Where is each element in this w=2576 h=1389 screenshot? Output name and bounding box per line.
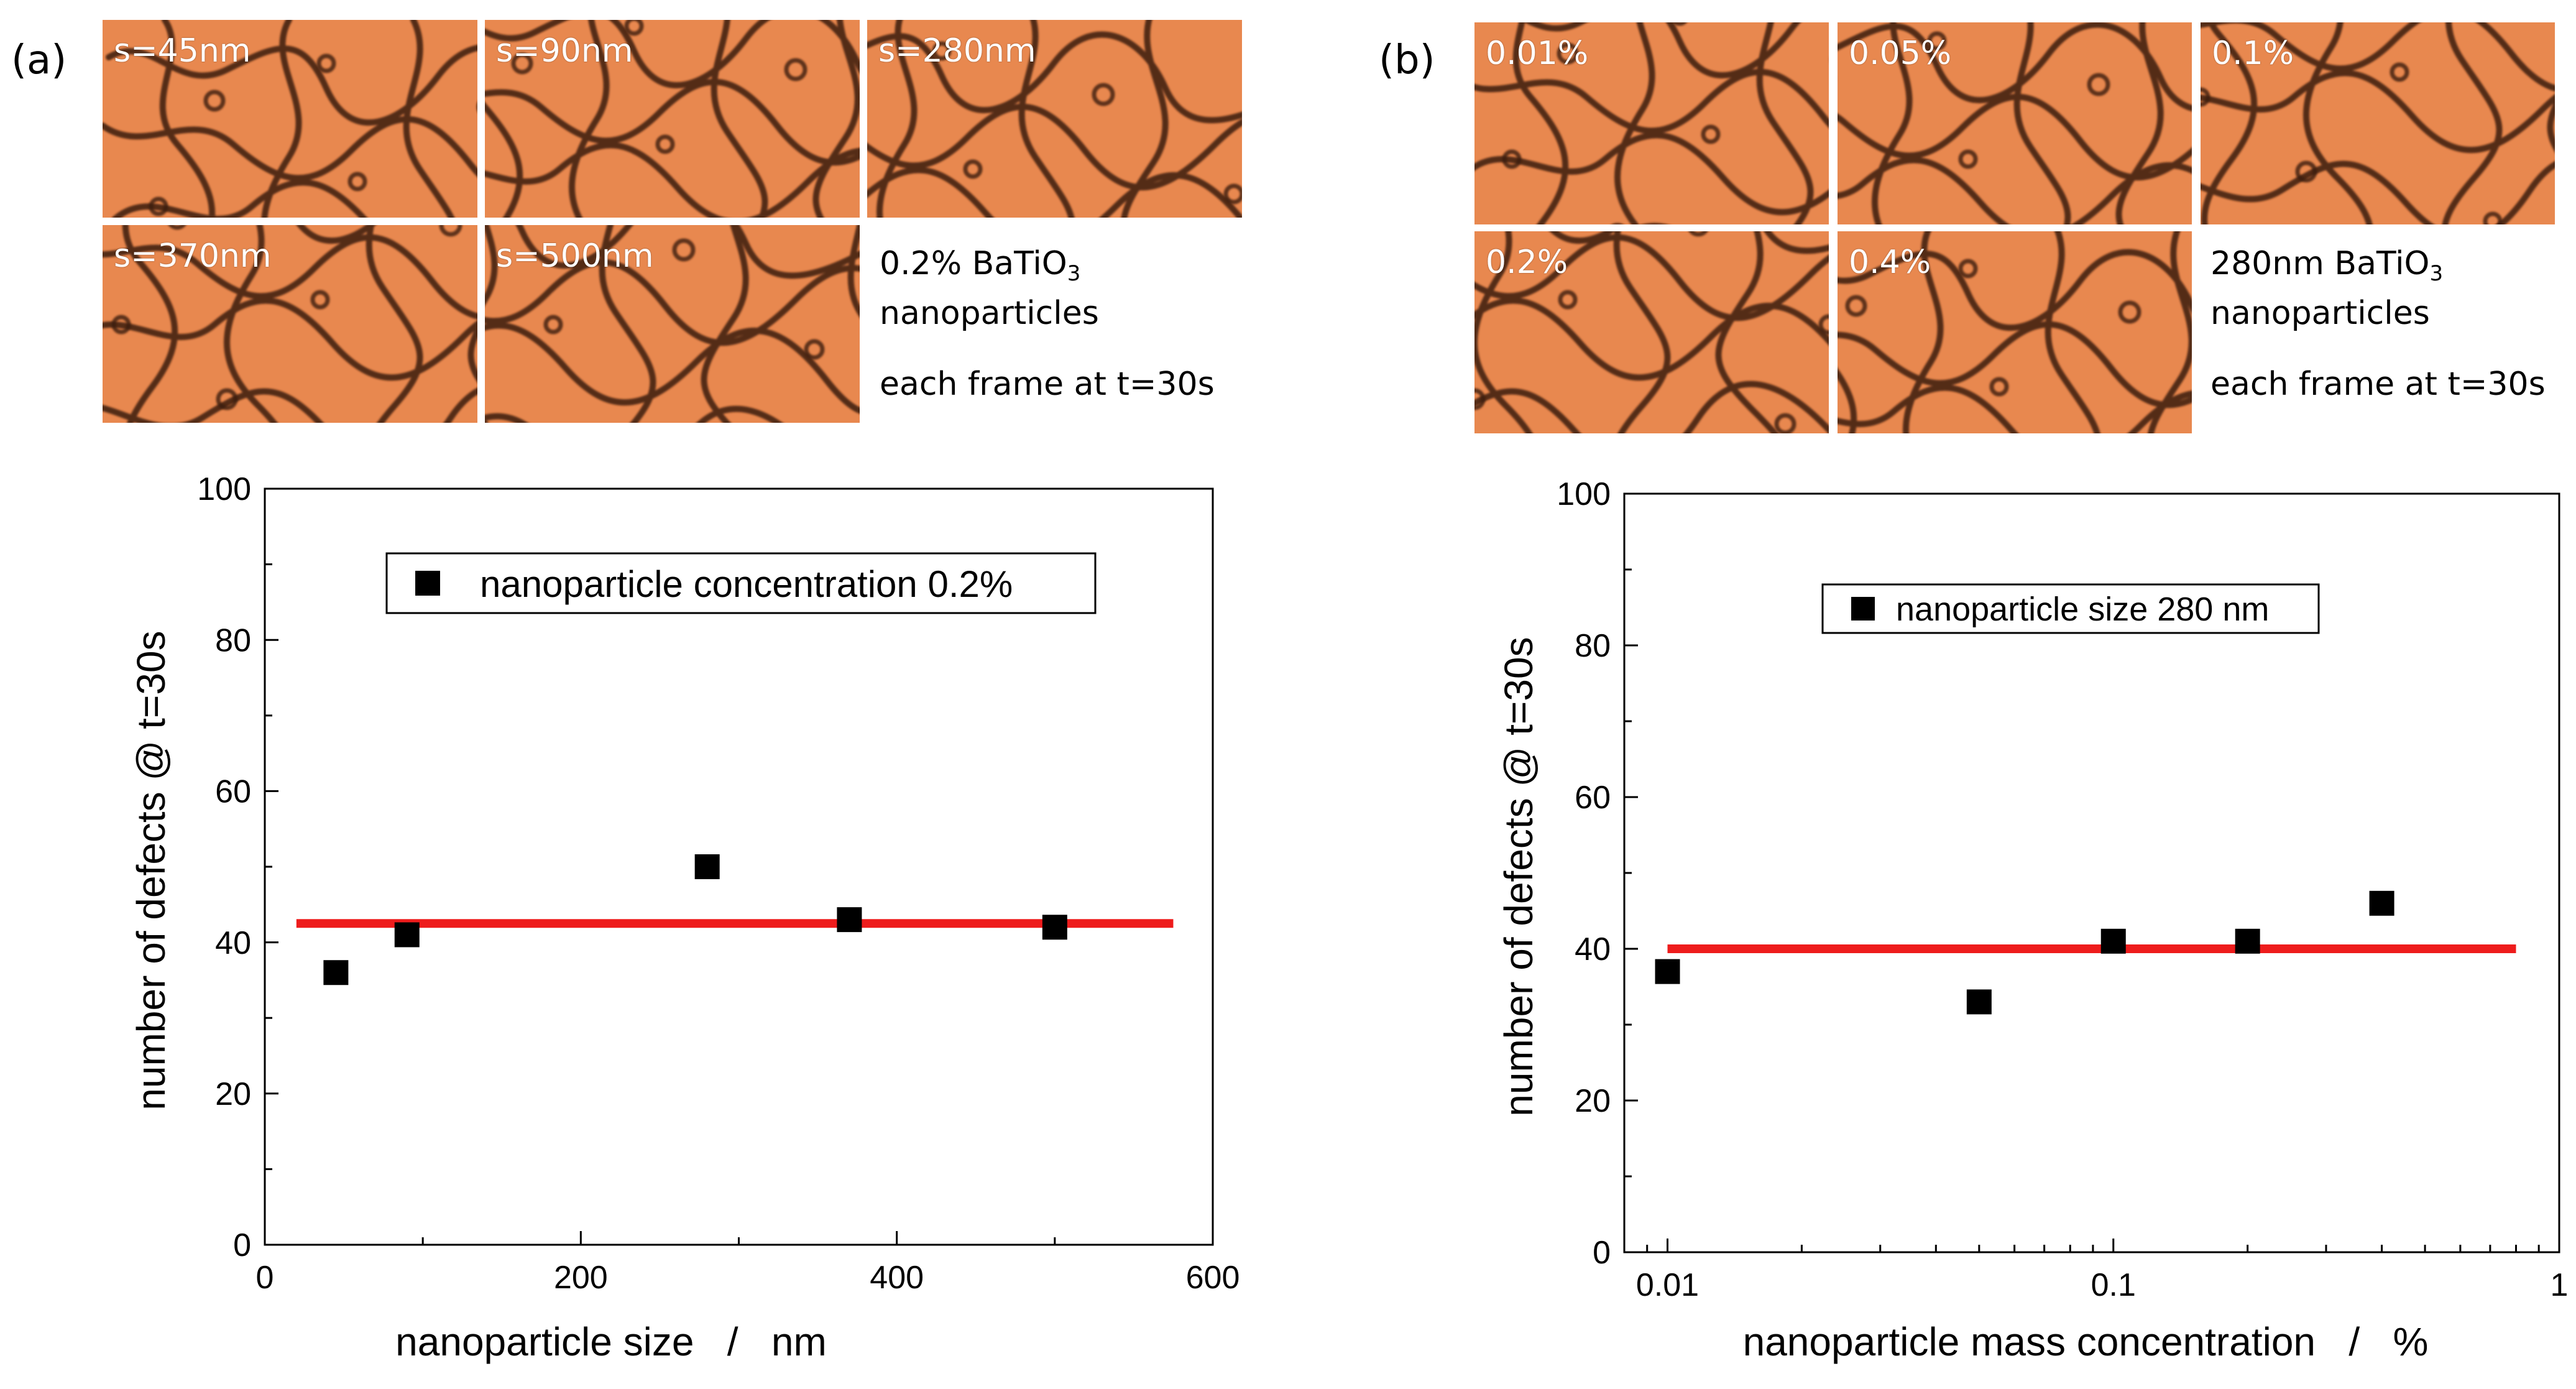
x-tick-label: 400 [870,1260,924,1296]
frame-label: 0.1% [2212,35,2294,72]
data-point [694,854,720,879]
micrograph-b-4: 0.2% [1474,231,1829,433]
data-point [1966,989,1992,1015]
y-axis-label: number of defects @ t=30s [1496,637,1541,1116]
legend-marker [415,571,440,596]
data-point [394,922,420,948]
y-tick-label: 40 [215,925,251,961]
x-axis-label: nanoparticle mass concentration / % [1743,1319,2429,1364]
frame-label: s=500nm [496,238,654,275]
x-tick-label: 600 [1186,1260,1240,1296]
legend-box [385,552,1097,614]
x-tick-label: 0.1 [2091,1267,2136,1303]
chart-b: number of defects @ t=30s nanoparticle m… [1496,476,2568,1364]
plot-area: 0 20 40 60 80 100 0 200 400 600 [197,473,1240,1296]
y-tick-label: 100 [1557,476,1611,512]
data-point [1042,915,1067,940]
y-tick-label: 60 [215,774,251,810]
data-point [2235,928,2260,954]
micrograph-a-3: s=280nm [867,20,1242,218]
y-tick-label: 40 [1575,931,1611,967]
micrograph-b-5: 0.4% [1838,231,2192,433]
y-axis-label: number of defects @ t=30s [129,630,173,1110]
legend-entry: nanoparticle concentration 0.2% [480,563,1013,605]
legend-box [1821,583,2320,634]
frame-label: 0.05% [1849,35,1952,72]
legend: nanoparticle size 280 nm [1821,583,2320,634]
info-time: each frame at t=30s [2210,366,2546,403]
y-tick-label: 20 [1575,1083,1611,1119]
y-tick-label: 0 [1593,1235,1611,1271]
data-point [1655,959,1680,984]
y-tick-label: 60 [1575,780,1611,816]
info-material: 0.2% BaTiO [880,245,1067,282]
info-time: each frame at t=30s [880,366,1215,403]
data-point [323,960,349,985]
panel-a-label: (a) [11,37,67,83]
micrograph-b-3: 0.1% [2201,22,2555,224]
x-axis-label: nanoparticle size / nm [395,1319,827,1364]
info-material: 280nm BaTiO [2210,245,2430,282]
frame-label: s=280nm [878,32,1036,70]
info-subscript: 3 [2429,261,2444,286]
micrograph-b-1: 0.01% [1474,22,1829,224]
frame-label: 0.2% [1486,244,1568,281]
micrograph-a-4: s=370nm [103,225,477,423]
y-tick-label: 80 [215,622,251,658]
chart-a: number of defects @ t=30s nanoparticle s… [129,473,1240,1364]
y-tick-label: 0 [233,1227,251,1263]
y-tick-label: 80 [1575,628,1611,664]
micrograph-a-5: s=500nm [485,225,860,423]
data-point [837,907,862,933]
info-nanoparticles: nanoparticles [2210,295,2430,332]
x-tick-label: 200 [554,1260,608,1296]
x-tick-label: 0 [256,1260,274,1296]
frame-label: 0.01% [1486,35,1589,72]
legend-marker [1851,597,1875,621]
micrograph-a-1: s=45nm [103,20,477,218]
data-point [2100,928,2126,954]
plot-area: 0 20 40 60 80 100 0.01 0.1 1 [1557,476,2568,1303]
x-tick-label: 0.01 [1636,1267,1699,1303]
y-tick-label: 20 [215,1076,251,1112]
panel-b-info: 280nm BaTiO3 nanoparticles each frame at… [2210,244,2546,404]
micrograph-b-2: 0.05% [1838,22,2192,224]
micrograph-a-2: s=90nm [485,20,860,218]
legend-entry: nanoparticle size 280 nm [1896,591,2269,628]
data-point [2369,890,2394,916]
legend: nanoparticle concentration 0.2% [385,552,1097,614]
y-tick-label: 100 [197,473,251,507]
panel-b-label: (b) [1379,37,1435,83]
frame-label: s=45nm [114,32,251,70]
info-subscript: 3 [1067,261,1081,286]
frame-label: s=370nm [114,238,272,275]
frame-label: 0.4% [1849,244,1931,281]
frame-label: s=90nm [496,32,633,70]
x-tick-label: 1 [2551,1267,2569,1303]
info-nanoparticles: nanoparticles [880,295,1099,332]
panel-a-info: 0.2% BaTiO3 nanoparticles each frame at … [880,244,1215,404]
